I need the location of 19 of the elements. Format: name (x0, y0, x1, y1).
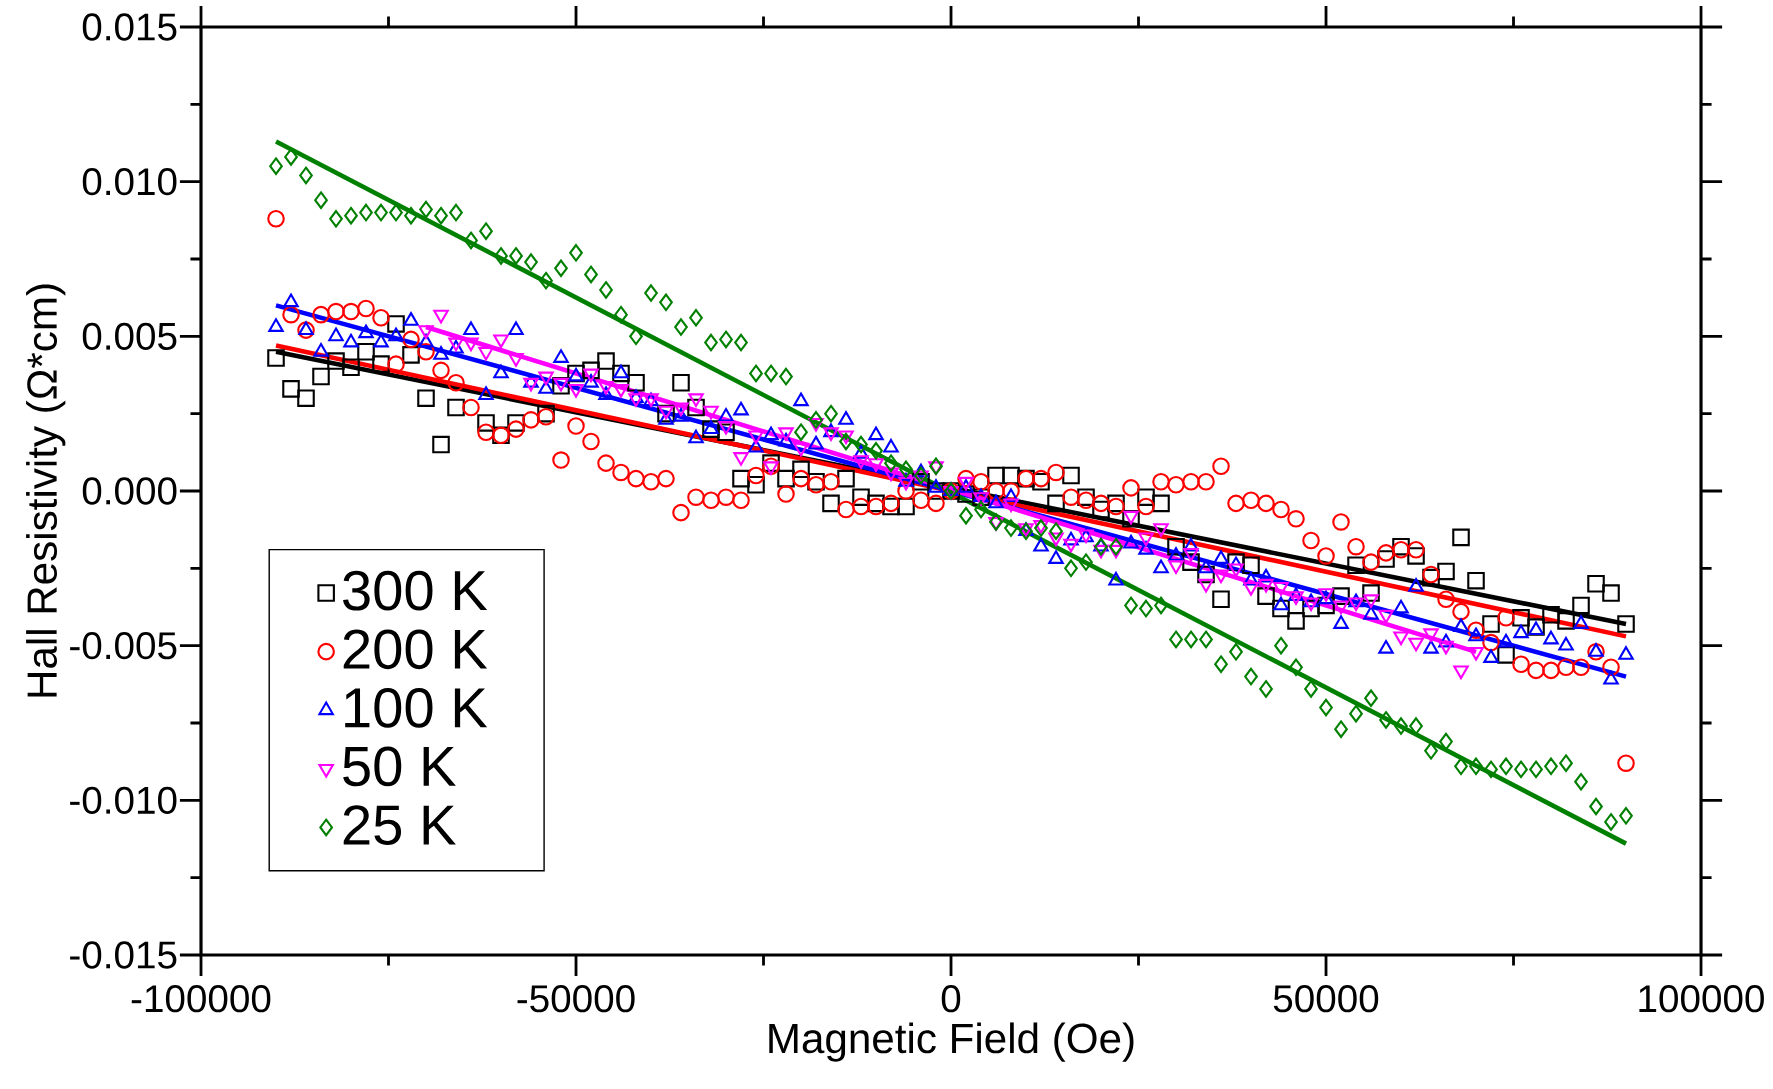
x-tick-label: -100000 (131, 985, 271, 1013)
y-tick-label: 0.000 (82, 477, 177, 505)
x-tick-label: -50000 (517, 985, 635, 1013)
x-tick-label: 100000 (1639, 985, 1764, 1013)
legend-label: 50 K (343, 746, 456, 787)
legend-label: 200 K (343, 629, 488, 670)
y-tick-label: 0.015 (82, 13, 177, 41)
x-axis-title: Magnetic Field (Oe) (769, 1022, 1134, 1062)
y-tick-label: -0.005 (70, 632, 177, 660)
legend-label: 300 K (343, 570, 488, 611)
y-tick-label: 0.010 (82, 168, 177, 196)
y-axis-title: Hall Resistivity (Ω*cm) (26, 284, 66, 697)
x-tick-label: 50000 (1273, 985, 1379, 1013)
y-tick-label: 0.005 (82, 322, 177, 351)
y-tick-label: -0.015 (70, 941, 177, 969)
legend-label: 25 K (343, 805, 456, 845)
y-tick-label: -0.010 (70, 786, 177, 815)
legend-label: 100 K (345, 687, 488, 728)
x-tick-label: 0 (941, 985, 961, 1013)
